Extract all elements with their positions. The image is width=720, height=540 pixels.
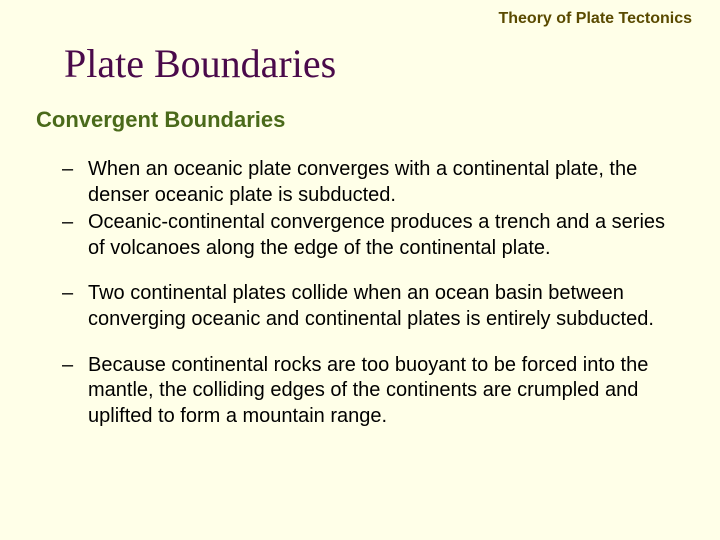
dash-icon: – [62, 353, 88, 379]
dash-icon: – [62, 210, 88, 236]
bullet-group-2: – Two continental plates collide when an… [28, 281, 692, 332]
bullet-text: When an oceanic plate converges with a c… [88, 157, 672, 208]
bullet-text: Oceanic-continental convergence produces… [88, 210, 672, 261]
dash-icon: – [62, 157, 88, 183]
bullet-item: – When an oceanic plate converges with a… [62, 157, 672, 208]
dash-icon: – [62, 281, 88, 307]
bullet-group-3: – Because continental rocks are too buoy… [28, 353, 692, 430]
section-title: Convergent Boundaries [36, 107, 692, 133]
bullet-group-1: – When an oceanic plate converges with a… [28, 157, 692, 261]
bullet-item: – Because continental rocks are too buoy… [62, 353, 672, 430]
bullet-item: – Two continental plates collide when an… [62, 281, 672, 332]
header-label: Theory of Plate Tectonics [498, 10, 692, 28]
bullet-text: Because continental rocks are too buoyan… [88, 353, 672, 430]
slide-container: Theory of Plate Tectonics Plate Boundari… [0, 0, 720, 540]
bullet-item: – Oceanic-continental convergence produc… [62, 210, 672, 261]
main-title: Plate Boundaries [64, 40, 692, 87]
bullet-text: Two continental plates collide when an o… [88, 281, 672, 332]
